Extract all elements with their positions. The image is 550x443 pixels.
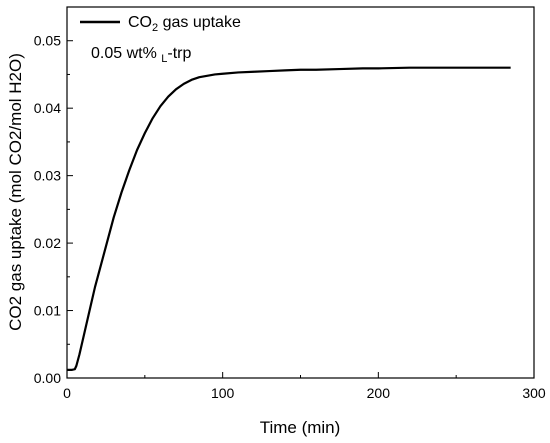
annotation-main: 0.05 wt% <box>91 45 161 62</box>
legend-label-tail: gas uptake <box>158 14 241 31</box>
x-tick-label: 200 <box>367 385 391 401</box>
legend-label-subscript: 2 <box>152 22 158 34</box>
annotation-subscript: L <box>161 53 167 65</box>
y-tick-label: 0.00 <box>34 370 61 386</box>
axis-tick-labels: 0 100 200 300 0.00 0.01 0.02 0.03 0.04 0.05 <box>34 33 546 401</box>
series-line-co2-uptake <box>67 66 511 372</box>
series-group <box>67 66 511 372</box>
axis-ticks <box>66 6 535 379</box>
y-tick-label: 0.02 <box>34 235 61 251</box>
y-tick-label: 0.03 <box>34 168 61 184</box>
annotation-tail: -trp <box>167 45 191 62</box>
concentration-annotation: 0.05 wt% L-trp <box>91 45 191 65</box>
y-tick-label: 0.05 <box>34 33 61 49</box>
x-tick-label: 0 <box>63 385 71 401</box>
y-tick-label: 0.01 <box>34 303 61 319</box>
x-tick-label: 100 <box>211 385 235 401</box>
x-tick-label: 300 <box>522 385 546 401</box>
legend: CO2 gas uptake <box>80 14 241 34</box>
plot-area-frame <box>66 6 535 379</box>
y-tick-label: 0.04 <box>34 100 61 116</box>
x-axis-title: Time (min) <box>260 418 341 437</box>
legend-label-co2-uptake: CO2 gas uptake <box>128 14 241 34</box>
y-axis-title: CO2 gas uptake (mol CO2/mol H2O) <box>6 53 25 331</box>
legend-label-main: CO <box>128 14 152 31</box>
